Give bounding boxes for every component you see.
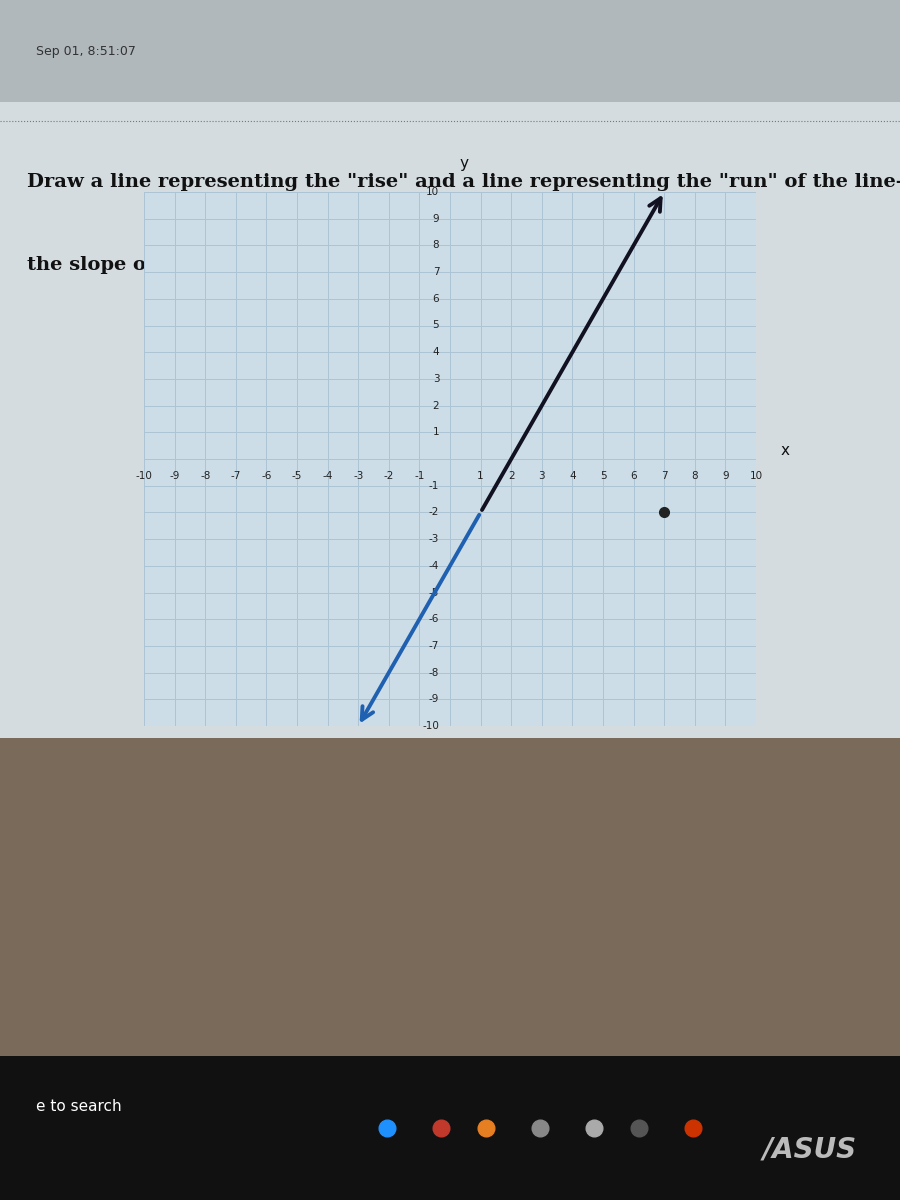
Text: 10: 10 [427,187,439,197]
Text: 8: 8 [691,472,698,481]
Text: -1: -1 [429,481,439,491]
Text: -10: -10 [136,472,152,481]
Text: -7: -7 [230,472,241,481]
Text: -5: -5 [429,588,439,598]
Text: -6: -6 [261,472,272,481]
Text: Click twice to plot each segment.: Click twice to plot each segment. [295,340,605,356]
Text: -6: -6 [429,614,439,624]
Text: 5: 5 [433,320,439,330]
Text: -4: -4 [429,560,439,571]
Text: -10: -10 [422,721,439,731]
Text: 10: 10 [750,472,762,481]
Text: -8: -8 [200,472,211,481]
Text: -5: -5 [292,472,302,481]
Text: 8: 8 [433,240,439,251]
Text: Sep 01, 8:51:07: Sep 01, 8:51:07 [36,44,136,58]
Text: 6: 6 [433,294,439,304]
Text: Click a segment to delete it.: Click a segment to delete it. [319,403,581,421]
Text: Draw a line representing the "rise" and a line representing the "run" of the lin: Draw a line representing the "rise" and … [27,173,900,191]
Text: 9: 9 [433,214,439,223]
Text: -8: -8 [429,667,439,678]
Text: 3: 3 [433,374,439,384]
Text: 6: 6 [630,472,637,481]
Text: 1: 1 [433,427,439,437]
Text: -3: -3 [353,472,364,481]
Text: -3: -3 [429,534,439,544]
Text: 4: 4 [569,472,576,481]
Text: 1: 1 [477,472,484,481]
Text: -9: -9 [169,472,180,481]
Text: 3: 3 [538,472,545,481]
Text: -9: -9 [429,695,439,704]
Text: 2: 2 [433,401,439,410]
Text: -4: -4 [322,472,333,481]
Text: 4: 4 [433,347,439,358]
Text: -2: -2 [429,508,439,517]
Text: x: x [780,444,789,458]
Text: 2: 2 [508,472,515,481]
Text: -1: -1 [414,472,425,481]
Text: /ASUS: /ASUS [763,1135,857,1164]
Text: 9: 9 [722,472,729,481]
Text: 7: 7 [433,268,439,277]
Text: -7: -7 [429,641,439,650]
Text: -2: -2 [383,472,394,481]
Text: 7: 7 [661,472,668,481]
Text: y: y [459,156,468,170]
Text: 5: 5 [599,472,607,481]
Text: e to search: e to search [36,1099,122,1114]
Text: the slope of the line in simplest form.: the slope of the line in simplest form. [27,256,437,274]
